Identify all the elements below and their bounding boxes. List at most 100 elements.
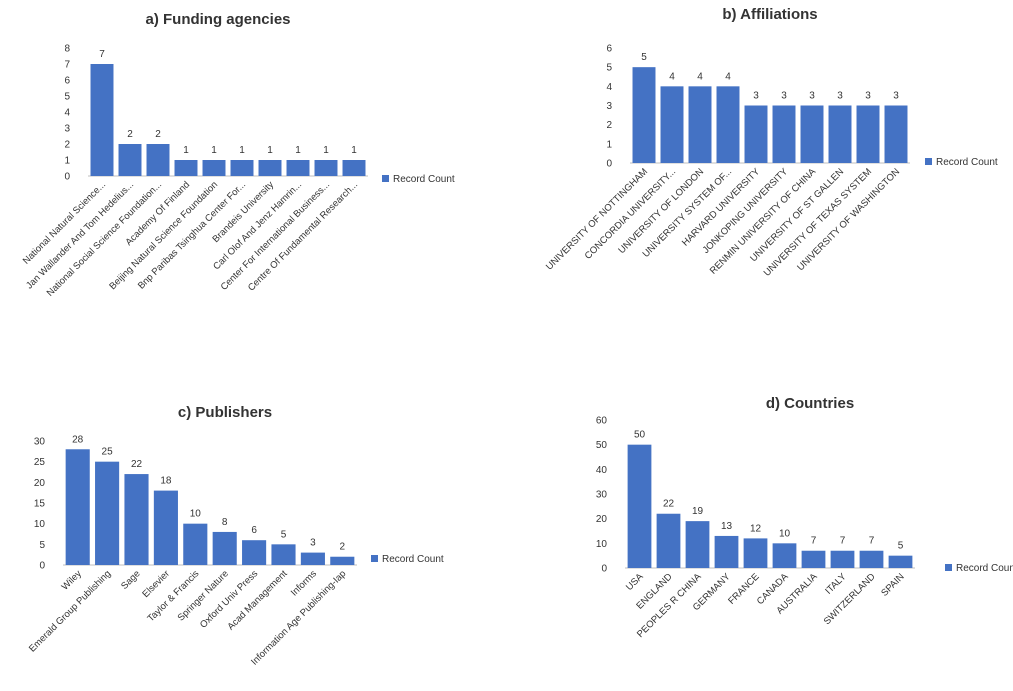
data-label: 5 — [898, 541, 904, 552]
y-tick-label: 20 — [34, 478, 46, 489]
y-tick-label: 0 — [601, 564, 607, 575]
country-chart-svg: d) Countries010203040506050USA22ENGLAND1… — [596, 395, 1013, 640]
chart-title: d) Countries — [766, 395, 854, 412]
bar-funding-10 — [342, 160, 366, 176]
bar-affiliation-9 — [856, 105, 880, 163]
bar-publisher-6 — [212, 531, 237, 565]
legend-swatch — [371, 555, 378, 562]
bar-country-3 — [685, 521, 710, 568]
y-tick-label: 4 — [64, 108, 70, 119]
y-tick-label: 4 — [606, 82, 612, 93]
bar-affiliation-7 — [800, 105, 824, 163]
data-label: 1 — [183, 145, 189, 156]
data-label: 22 — [663, 499, 675, 510]
data-label: 8 — [222, 517, 228, 528]
bar-publisher-10 — [330, 556, 355, 565]
bar-affiliation-10 — [884, 105, 908, 163]
data-label: 50 — [634, 430, 646, 441]
legend-label: Record Count — [382, 554, 444, 565]
data-label: 7 — [99, 49, 105, 60]
category-label: Wiley — [60, 568, 84, 592]
data-label: 5 — [281, 529, 287, 540]
y-tick-label: 2 — [606, 120, 612, 131]
bar-affiliation-5 — [744, 105, 768, 163]
bar-funding-6 — [230, 160, 254, 176]
publishers-chart: c) Publishers 0 5 10 15 20 25 30 28 Wiley 25 Emeral… — [0, 345, 500, 691]
legend-swatch — [945, 564, 952, 571]
chart-title: a) Funding agencies — [145, 11, 290, 28]
y-tick-label: 8 — [64, 44, 70, 55]
data-label: 13 — [721, 521, 733, 532]
legend-label: Record Count — [393, 174, 455, 185]
category-label: USA — [624, 571, 646, 593]
y-tick-label: 0 — [39, 561, 45, 572]
data-label: 7 — [840, 536, 846, 547]
category-label: ITALY — [823, 571, 849, 597]
data-label: 4 — [725, 71, 731, 82]
data-label: 1 — [267, 145, 273, 156]
y-tick-label: 0 — [64, 172, 70, 183]
data-label: 3 — [893, 91, 899, 102]
bar-funding-1 — [90, 64, 114, 176]
bar-funding-7 — [258, 160, 282, 176]
data-label: 4 — [669, 71, 675, 82]
data-label: 1 — [323, 145, 329, 156]
y-tick-label: 5 — [64, 92, 70, 103]
bar-publisher-7 — [242, 540, 267, 565]
bar-publisher-2 — [95, 461, 120, 565]
data-label: 3 — [753, 91, 759, 102]
countries-chart: d) Countries 0 10 20 30 40 50 60 50 USA 22 ENGLAND 1… — [505, 345, 1013, 691]
y-tick-label: 1 — [64, 156, 70, 167]
data-label: 22 — [131, 459, 143, 470]
category-label: SWITZERLAND — [822, 571, 878, 627]
funding-agencies-chart: a) Funding agencies 0 1 2 3 4 5 6 7 8 7 National Na… — [0, 0, 500, 345]
data-label: 5 — [641, 52, 647, 63]
bar-publisher-1 — [65, 449, 90, 565]
data-label: 3 — [809, 91, 815, 102]
data-label: 1 — [239, 145, 245, 156]
y-tick-label: 6 — [606, 44, 612, 55]
y-tick-label: 3 — [606, 101, 612, 112]
bar-affiliation-2 — [660, 86, 684, 163]
bar-country-6 — [772, 543, 797, 568]
data-label: 3 — [310, 538, 316, 549]
bar-funding-5 — [202, 160, 226, 176]
bar-affiliation-8 — [828, 105, 852, 163]
legend-label: Record Count — [956, 563, 1013, 574]
y-tick-label: 3 — [64, 124, 70, 135]
data-label: 6 — [251, 525, 257, 536]
bar-funding-8 — [286, 160, 310, 176]
y-tick-label: 15 — [34, 499, 46, 510]
y-tick-label: 10 — [34, 519, 46, 530]
data-label: 2 — [155, 129, 161, 140]
y-tick-label: 25 — [34, 457, 46, 468]
bar-country-9 — [859, 550, 884, 568]
data-label: 1 — [211, 145, 217, 156]
data-label: 1 — [295, 145, 301, 156]
y-tick-label: 5 — [39, 540, 45, 551]
chart-title: b) Affiliations — [722, 6, 817, 23]
y-tick-label: 0 — [606, 159, 612, 170]
bar-country-2 — [656, 513, 681, 568]
bar-affiliation-4 — [716, 86, 740, 163]
bar-funding-4 — [174, 160, 198, 176]
data-label: 19 — [692, 506, 704, 517]
data-label: 1 — [351, 145, 357, 156]
bar-country-5 — [743, 538, 768, 568]
data-label: 2 — [340, 542, 346, 553]
bar-affiliation-1 — [632, 67, 656, 163]
legend-swatch — [925, 158, 932, 165]
affiliations-chart: b) Affiliations 0 1 2 3 4 5 6 5 UNIVERSITY OF NOT… — [505, 0, 1013, 345]
data-label: 25 — [102, 447, 114, 458]
chart-title: c) Publishers — [178, 404, 272, 421]
y-tick-label: 40 — [596, 465, 608, 476]
data-label: 7 — [811, 536, 817, 547]
category-label: UNIVERSITY OF NOTTINGHAM — [544, 166, 650, 272]
bar-funding-3 — [146, 144, 170, 176]
bar-publisher-9 — [300, 552, 325, 565]
bar-publisher-8 — [271, 544, 296, 565]
bar-country-8 — [830, 550, 855, 568]
bar-country-4 — [714, 535, 739, 568]
y-tick-label: 7 — [64, 60, 70, 71]
